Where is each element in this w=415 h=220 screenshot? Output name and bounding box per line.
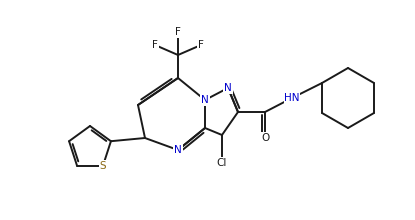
Text: N: N: [201, 95, 209, 105]
Text: F: F: [175, 27, 181, 37]
Text: O: O: [261, 133, 269, 143]
Text: Cl: Cl: [217, 158, 227, 168]
Text: HN: HN: [284, 93, 300, 103]
Text: S: S: [100, 161, 106, 171]
Text: F: F: [198, 40, 204, 50]
Text: N: N: [224, 83, 232, 93]
Text: F: F: [152, 40, 158, 50]
Text: N: N: [174, 145, 182, 155]
